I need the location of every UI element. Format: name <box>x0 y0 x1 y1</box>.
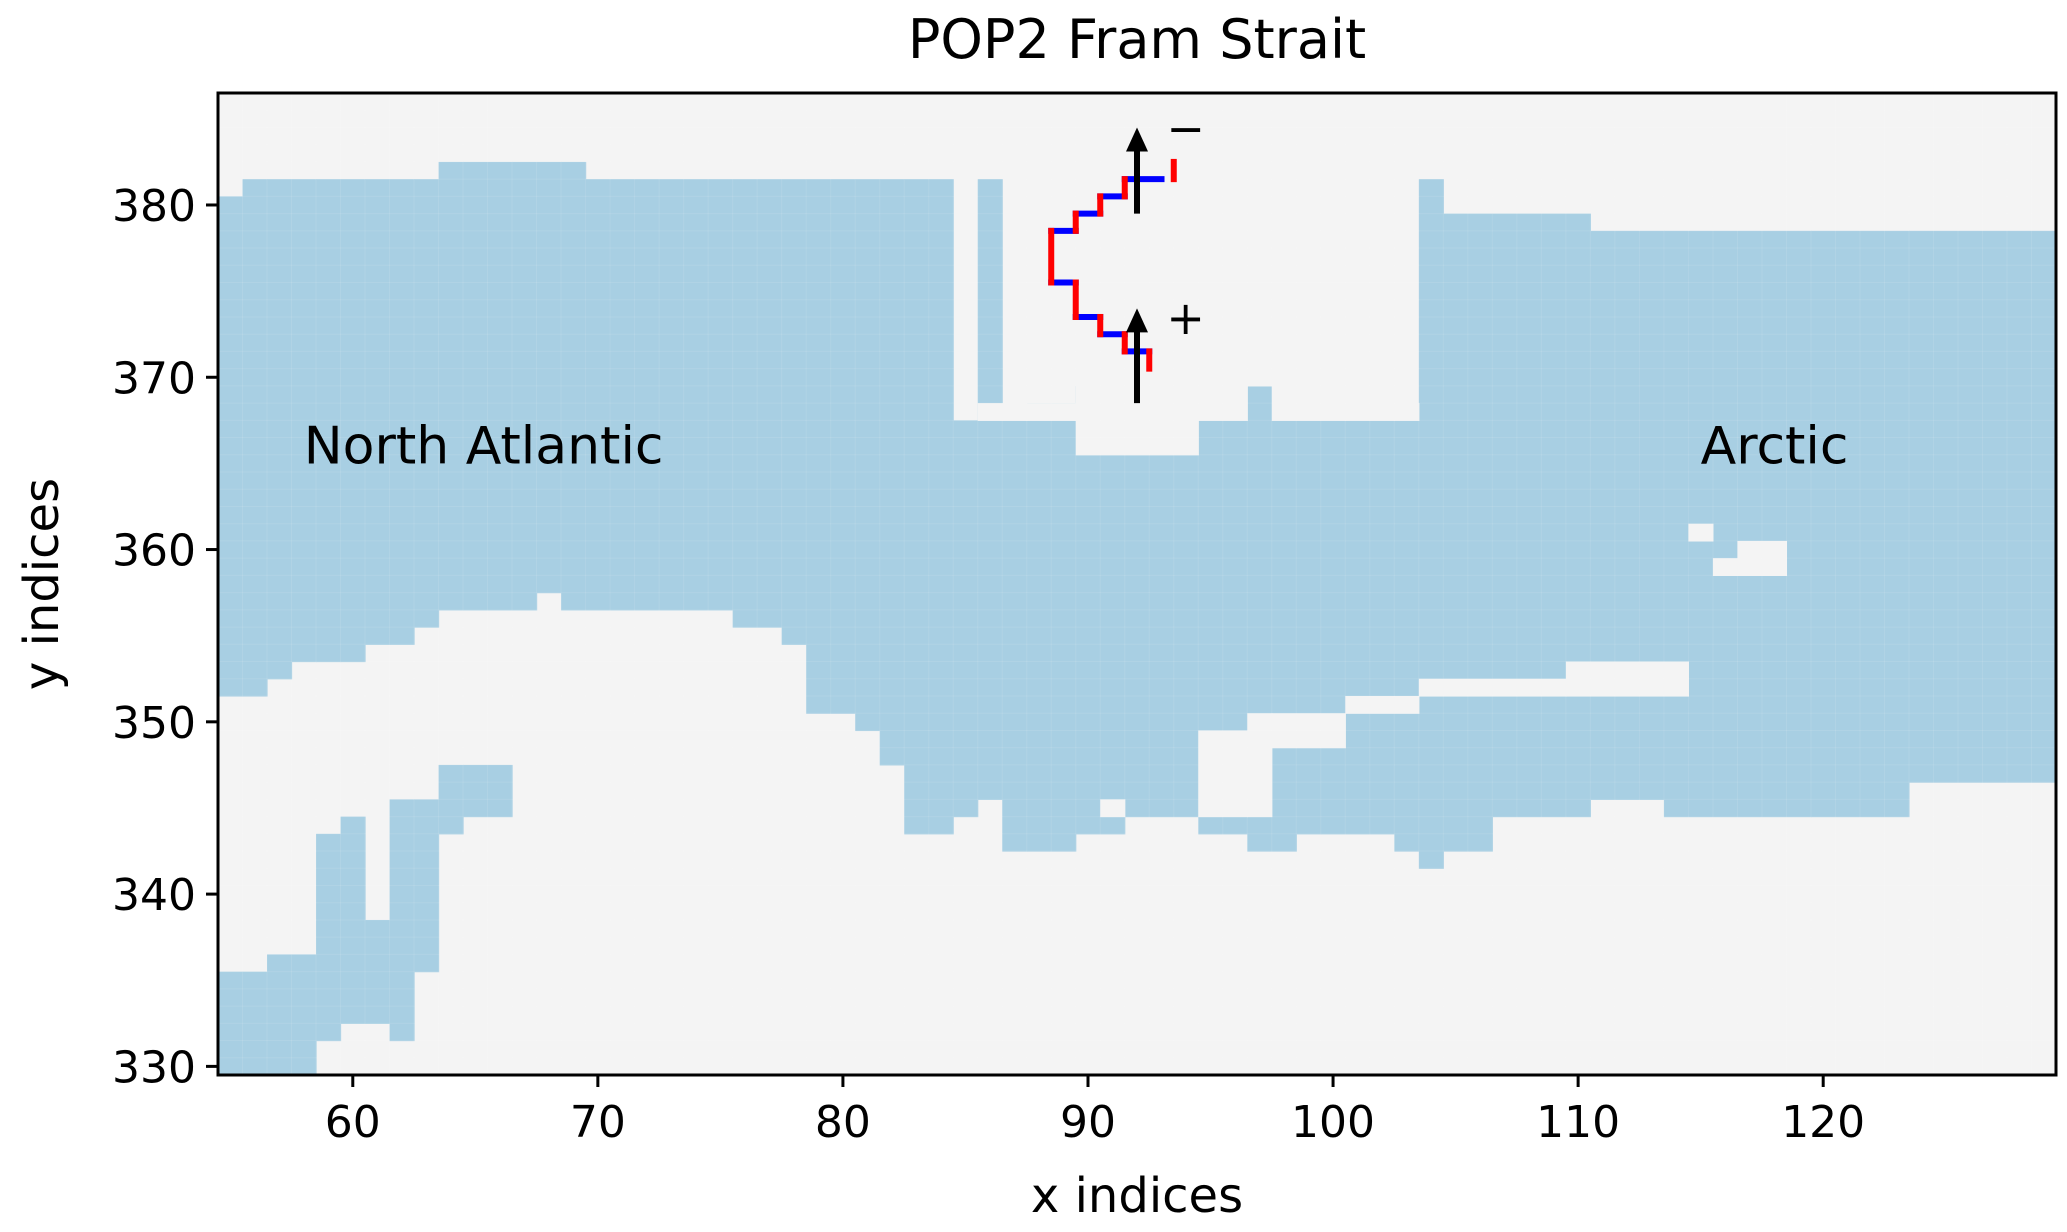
ocean-cells-1-1 <box>242 179 268 697</box>
ocean-cells-0-0 <box>218 971 244 1075</box>
ocean-cells-12-0 <box>536 161 562 594</box>
land-cells-1 <box>1026 403 1077 421</box>
ocean-cells-4-0 <box>316 833 342 1042</box>
ocean-cells-11-0 <box>512 161 538 611</box>
x-axis-label: x indices <box>1031 1168 1243 1224</box>
ocean-cells-30-0 <box>1320 420 1395 835</box>
land-cells-16 <box>1418 678 1567 697</box>
direction-signs: −+ <box>1166 102 1205 346</box>
x-tick-label-2: 80 <box>815 1097 871 1148</box>
ocean-cells-33-0 <box>1443 213 1493 852</box>
ocean-cells-22-1 <box>977 179 1003 421</box>
ocean-cells-2-0 <box>267 954 293 1075</box>
land-cells-8 <box>1394 403 1420 421</box>
land-cells-2 <box>1075 368 1126 456</box>
ocean-cells-15-0 <box>732 179 783 628</box>
ocean-cells-2-1 <box>267 179 293 680</box>
ocean-cells-10-0 <box>463 764 513 818</box>
land-cells-13 <box>1247 713 1273 818</box>
plot-area: −+ North Atlantic Arctic <box>218 93 2056 1075</box>
y-tick-label-0: 330 <box>112 1042 196 1093</box>
land-cells-14 <box>1271 713 1346 749</box>
ocean-cells-22-0 <box>977 420 1003 800</box>
land-cells-9 <box>1688 523 1714 542</box>
arrow-head-1 <box>1126 308 1148 333</box>
ocean-cells-3-0 <box>291 954 317 1075</box>
land-cells-5 <box>1247 368 1297 387</box>
ocean-cells-21-0 <box>953 420 979 818</box>
ocean-cells-29-0 <box>1296 420 1322 835</box>
ocean-cells-6-1 <box>365 179 391 645</box>
ocean-cells-19-0 <box>879 179 905 766</box>
ocean-cells-16-0 <box>781 179 807 645</box>
ocean-cells-23-1 <box>1002 420 1028 800</box>
ocean-cells-23-0 <box>1002 799 1028 852</box>
ocean-cells-13-0 <box>561 161 587 611</box>
y-tick-label-4: 370 <box>112 353 196 404</box>
ocean-cells-18-0 <box>855 179 881 732</box>
ocean-cells-34-0 <box>1492 213 1591 818</box>
y-tick-label-5: 380 <box>112 181 196 232</box>
ocean-cells-26-0 <box>1124 454 1199 818</box>
plot-frame <box>216 91 2058 1077</box>
ocean-cells-14-0 <box>585 179 734 611</box>
ocean-cells-10-1 <box>463 161 513 611</box>
direction-sign-0: − <box>1166 102 1205 156</box>
x-tick-label-4: 100 <box>1291 1097 1375 1148</box>
y-tick-label-1: 340 <box>112 870 196 921</box>
direction-sign-1: + <box>1166 291 1205 345</box>
ocean-cells-7-0 <box>389 799 415 1042</box>
ocean-cells-35-0 <box>1590 230 1665 800</box>
chart-title: POP2 Fram Strait <box>908 8 1366 71</box>
x-tick-label-5: 110 <box>1536 1097 1620 1148</box>
ocean-cells-24-0 <box>1026 403 1077 852</box>
x-axis-ticks: 60 70 80 90 100 110 120 <box>325 1075 1865 1148</box>
land-cells-6 <box>1271 385 1346 421</box>
direction-arrows <box>1126 127 1148 404</box>
ocean-cells-1-0 <box>242 971 268 1075</box>
ocean-cells-17-0 <box>806 179 856 714</box>
ocean-cells-0-1 <box>218 196 244 697</box>
ocean-cells-7-1 <box>389 179 415 645</box>
land-cells-11 <box>1737 540 1788 576</box>
ocean-cells-20-0 <box>904 179 954 835</box>
ocean-cells-9-1 <box>438 161 464 611</box>
x-tick-label-0: 60 <box>325 1097 381 1148</box>
land-cells-10 <box>1712 558 1739 576</box>
ocean-cells-5-1 <box>340 179 366 663</box>
y-axis-ticks: 330 340 350 360 370 380 <box>112 181 218 1093</box>
land-cells-17 <box>1565 661 1689 697</box>
x-tick-label-3: 90 <box>1060 1097 1116 1148</box>
ocean-cells-6-0 <box>365 919 391 1024</box>
land-cells-18 <box>1100 799 1126 818</box>
x-tick-label-1: 70 <box>570 1097 626 1148</box>
arrow-head-0 <box>1126 127 1148 152</box>
ocean-cells-37-0 <box>1810 230 1910 818</box>
y-axis-label: y indices <box>14 478 70 690</box>
ocean-cells-3-1 <box>291 179 317 663</box>
annotation-north-atlantic: North Atlantic <box>304 416 664 476</box>
y-tick-label-3: 360 <box>112 526 196 577</box>
land-cells-12 <box>1198 730 1248 818</box>
ocean-cells-8-1 <box>414 179 440 628</box>
ocean-cells-4-1 <box>316 179 342 663</box>
ocean-mask <box>218 161 2056 1075</box>
ocean-cells-25-0 <box>1075 385 1126 835</box>
land-cells-4 <box>1198 351 1248 421</box>
ocean-cells-38-0 <box>1908 230 2056 783</box>
land-cells-15 <box>1345 695 1420 714</box>
ocean-cells-9-0 <box>438 764 464 835</box>
ocean-cells-8-0 <box>414 799 440 973</box>
ocean-cells-32-0 <box>1418 179 1444 869</box>
land-cells-0 <box>977 403 1028 421</box>
y-tick-label-2: 350 <box>112 698 196 749</box>
ocean-cells-31-0 <box>1394 420 1420 852</box>
x-tick-label-6: 120 <box>1781 1097 1865 1148</box>
annotation-arctic: Arctic <box>1701 416 1849 476</box>
ocean-cells-5-0 <box>340 816 366 1024</box>
land-cells-7 <box>1345 403 1395 421</box>
